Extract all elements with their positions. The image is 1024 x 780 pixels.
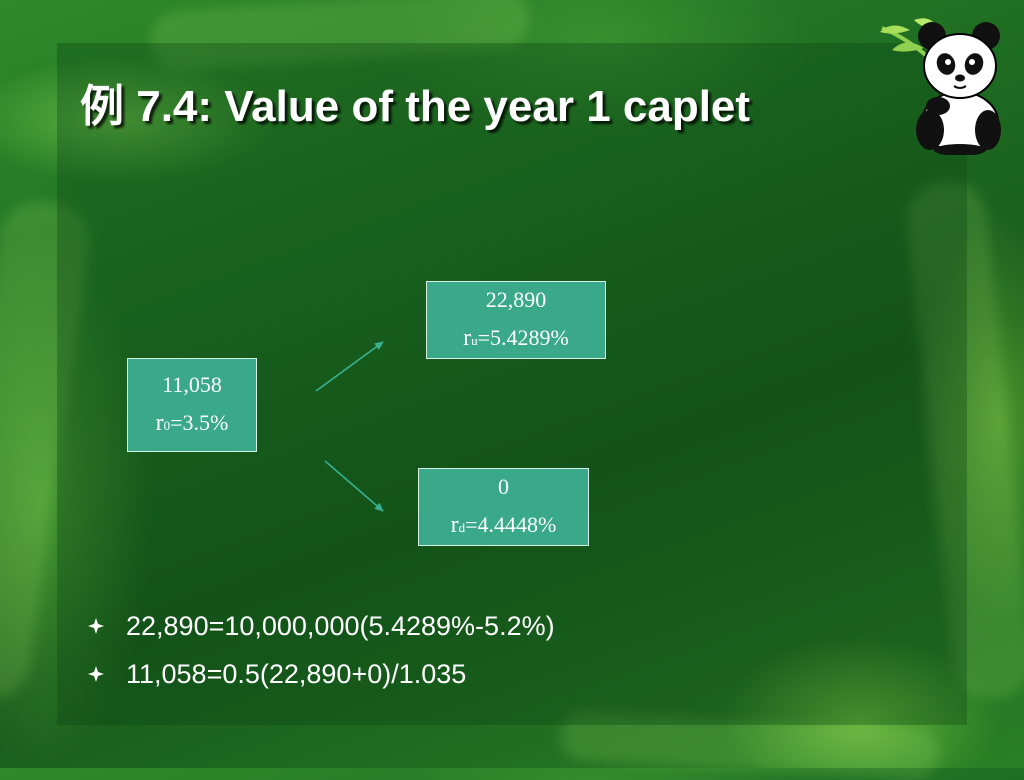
up-rate-subscript: u (471, 332, 478, 348)
bullet-text: 11,058=0.5(22,890+0)/1.035 (126, 659, 467, 689)
up-rate-value: =5.4289% (477, 324, 569, 350)
down-rate-symbol: r (450, 511, 459, 538)
down-rate-value: =4.4448% (465, 511, 557, 537)
down-rate-subscript: d (458, 519, 466, 535)
up-node-value: 22,890 (485, 286, 547, 312)
list-item: 11,058=0.5(22,890+0)/1.035 (88, 652, 555, 700)
root-node-rate: r0=3.5% (128, 404, 256, 445)
root-node: 11,058 r0=3.5% (127, 358, 257, 452)
bullet-list: 22,890=10,000,000(5.4289%-5.2%) 11,058=0… (88, 604, 555, 700)
up-node-rate: ru=5.4289% (427, 319, 605, 360)
root-rate-symbol: r (155, 409, 164, 436)
root-node-value: 11,058 (162, 371, 222, 397)
up-rate-symbol: r (463, 324, 472, 351)
root-rate-subscript: 0 (163, 417, 171, 433)
up-node: 22,890 ru=5.4289% (426, 281, 606, 359)
slide-title: 例 7.4: Value of the year 1 caplet (80, 82, 751, 131)
panda-with-bamboo-icon (880, 18, 1001, 155)
down-node-value: 0 (498, 473, 509, 499)
bullet-text: 22,890=10,000,000(5.4289%-5.2%) (126, 611, 555, 641)
down-node-rate: rd=4.4448% (419, 506, 588, 547)
diamond-bullet-icon (88, 618, 104, 634)
root-rate-value: =3.5% (170, 409, 229, 435)
diamond-bullet-icon (88, 666, 104, 682)
list-item: 22,890=10,000,000(5.4289%-5.2%) (88, 604, 555, 652)
down-node: 0 rd=4.4448% (418, 468, 589, 546)
